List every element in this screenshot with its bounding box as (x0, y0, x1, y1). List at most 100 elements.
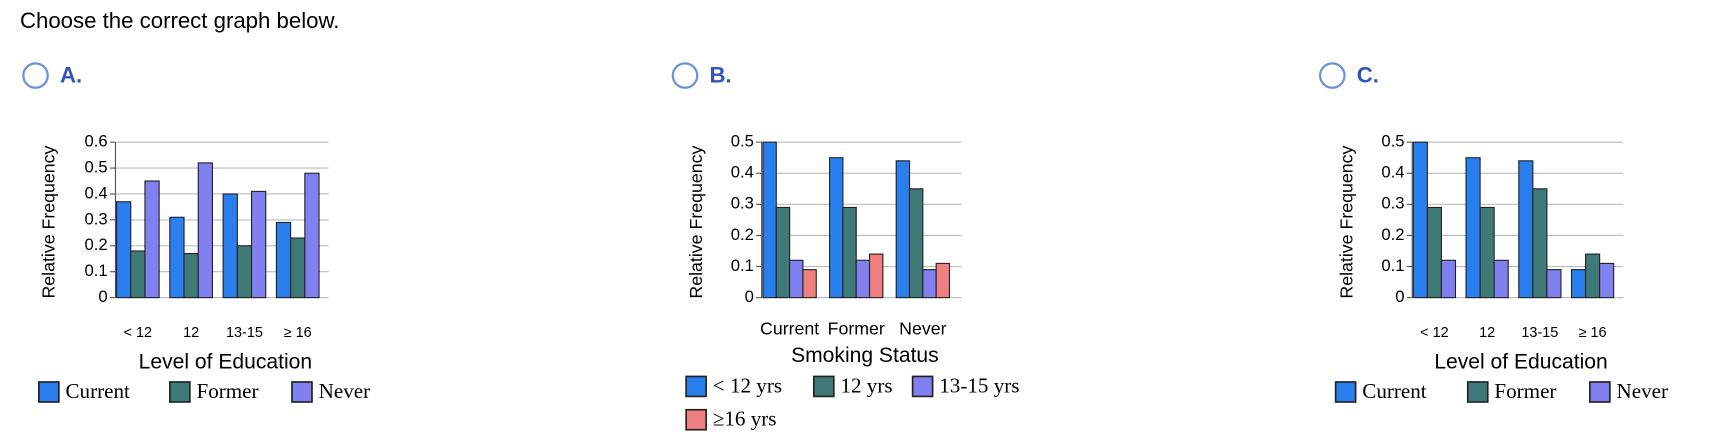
y-tick-label: 0.1 (731, 256, 754, 275)
y-tick-label: 0.5 (85, 157, 108, 176)
bar (842, 206, 857, 299)
x-tick-label: < 12 (124, 325, 152, 341)
legend-swatch (911, 375, 934, 398)
bar (222, 193, 238, 299)
bar (762, 141, 777, 299)
legend-swatch (169, 381, 191, 403)
bar (1532, 188, 1548, 299)
x-axis-title: Level of Education (139, 351, 312, 374)
bar (1465, 157, 1481, 299)
bar (802, 269, 817, 299)
x-tick-label: Never (899, 318, 946, 338)
y-tick-label: 0.4 (1381, 163, 1404, 182)
y-axis-title: Relative Frequency (686, 146, 706, 299)
legend-label: ≥16 yrs (713, 407, 777, 431)
y-tick-label: 0 (1395, 287, 1404, 306)
y-tick-label: 0.2 (1381, 225, 1404, 244)
x-tick-label: 12 (1479, 325, 1495, 341)
legend-label: 13-15 yrs (939, 373, 1019, 397)
bar (250, 190, 267, 299)
option-label[interactable]: B. (709, 63, 731, 88)
bar (1412, 141, 1428, 299)
x-tick-label: ≥ 16 (284, 325, 312, 341)
bar (236, 245, 253, 299)
bar (935, 262, 951, 299)
bar (1426, 206, 1442, 299)
x-tick-label: 13-15 (1521, 325, 1558, 341)
prompt: Choose the correct graph below. (20, 8, 339, 33)
y-tick-label: 0.6 (85, 132, 108, 151)
legend-label: < 12 yrs (713, 373, 782, 397)
bar (1570, 269, 1587, 299)
bar (775, 206, 791, 299)
legend-swatch (812, 375, 835, 398)
y-tick-label: 0.3 (1381, 194, 1404, 213)
bar (1479, 206, 1495, 299)
bar (895, 160, 911, 299)
legend-swatch (38, 381, 60, 403)
bar (1585, 253, 1601, 299)
x-tick-label: Former (828, 318, 885, 338)
y-tick-label: 0.4 (731, 163, 754, 182)
legend-swatch (1466, 381, 1489, 403)
y-tick-label: 0 (98, 287, 107, 306)
option-label[interactable]: C. (1357, 63, 1379, 88)
bar (908, 188, 924, 299)
bar (1599, 262, 1615, 299)
legend-label: Never (319, 379, 371, 403)
y-tick-label: 0.5 (1381, 132, 1404, 151)
bar (197, 162, 214, 299)
bar (144, 180, 160, 299)
legend-swatch (291, 381, 313, 403)
legend-swatch (685, 375, 707, 398)
legend-swatch (1334, 381, 1357, 403)
x-axis-title: Level of Education (1434, 351, 1607, 374)
y-tick-label: 0.3 (731, 194, 754, 213)
radio-button[interactable] (22, 62, 49, 89)
x-tick-label: Current (760, 318, 819, 338)
x-tick-label: < 12 (1420, 325, 1448, 341)
x-tick-label: 12 (183, 325, 199, 341)
bar (829, 157, 844, 299)
bar (868, 253, 884, 299)
bar (1518, 160, 1534, 299)
bar (115, 201, 132, 299)
legend-label: Former (197, 379, 259, 403)
legend-label: Former (1494, 379, 1556, 403)
legend-label: 12 yrs (840, 373, 892, 397)
y-tick-label: 0.3 (85, 209, 108, 228)
bar (304, 172, 320, 299)
legend-label: Never (1617, 379, 1669, 403)
y-tick-label: 0.4 (85, 183, 108, 202)
radio-button[interactable] (671, 62, 699, 89)
y-tick-label: 0 (745, 287, 754, 306)
bar (1546, 269, 1562, 299)
bar (922, 269, 937, 299)
bar (855, 259, 871, 299)
bar (789, 259, 804, 299)
y-tick-label: 0.2 (85, 235, 108, 254)
bar (130, 250, 146, 299)
bar (290, 237, 306, 299)
legend-label: Current (66, 379, 131, 403)
bar (1440, 259, 1457, 299)
bar (183, 253, 199, 299)
radio-button[interactable] (1318, 62, 1346, 89)
bar (275, 221, 292, 299)
bar (1493, 259, 1509, 299)
option-label[interactable]: A. (60, 63, 82, 88)
y-tick-label: 0.1 (85, 261, 108, 280)
legend-label: Current (1362, 379, 1427, 403)
y-tick-label: 0.1 (1381, 256, 1404, 275)
x-tick-label: 13-15 (226, 325, 263, 341)
y-tick-label: 0.5 (731, 132, 754, 151)
y-tick-label: 0.2 (731, 225, 754, 244)
x-tick-label: ≥ 16 (1579, 325, 1607, 341)
y-axis-title: Relative Frequency (1337, 146, 1357, 299)
legend-swatch (1589, 381, 1611, 403)
y-axis-title: Relative Frequency (39, 146, 59, 299)
bar (169, 216, 185, 299)
x-axis-title: Smoking Status (791, 344, 939, 367)
